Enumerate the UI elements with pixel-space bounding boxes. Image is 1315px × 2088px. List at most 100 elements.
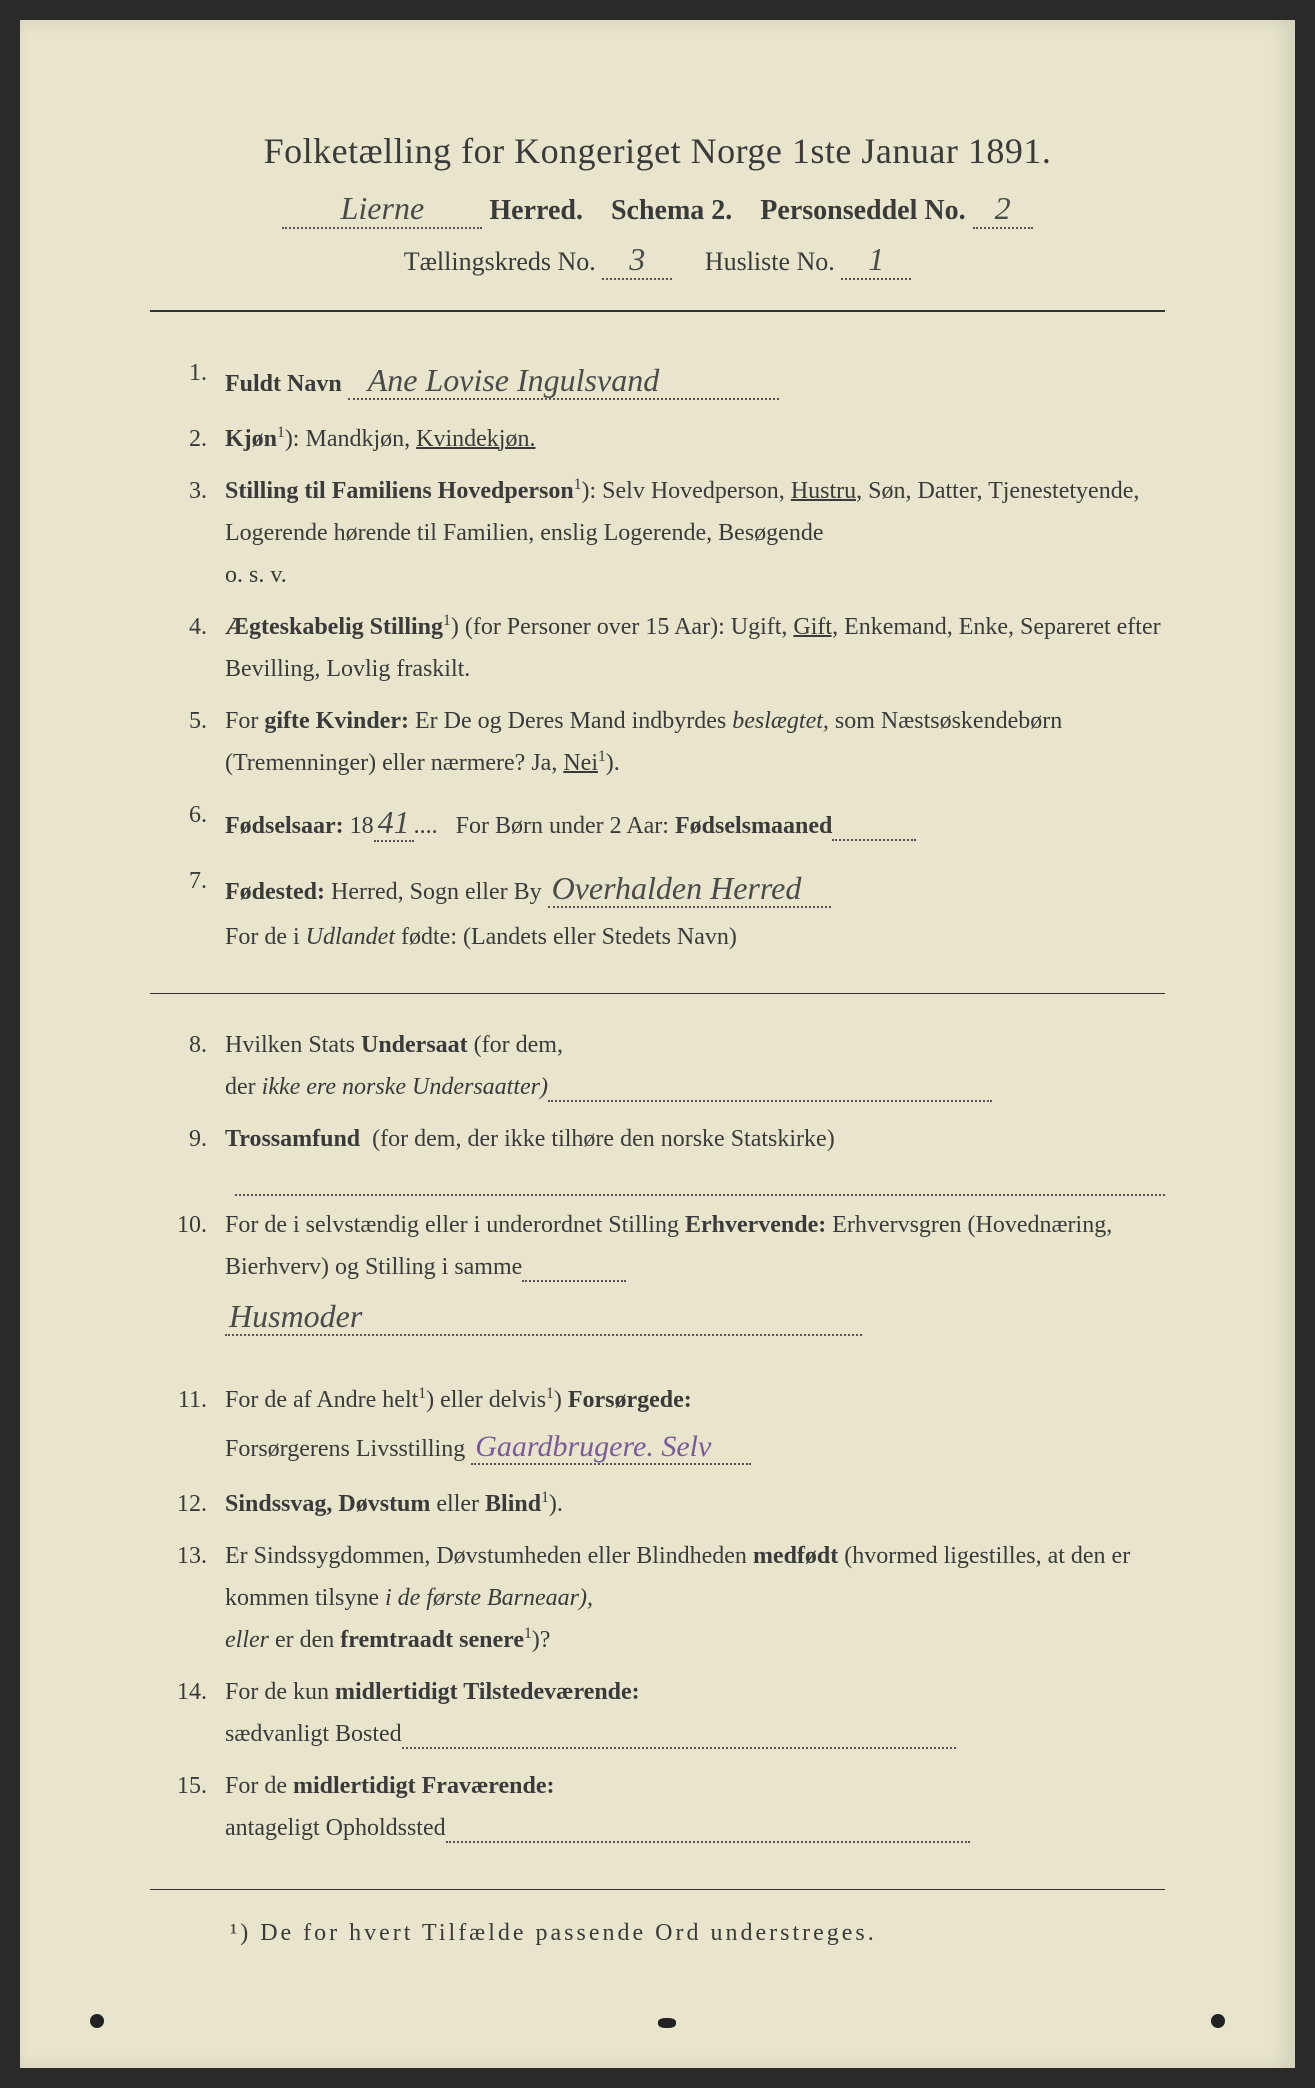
q6-value: 41 [374,804,414,842]
body-15: For de midlertidigt Fraværende: antageli… [225,1765,1165,1849]
body-4: Ægteskabelig Stilling1) (for Personer ov… [225,606,1165,690]
q13-text3: er den [275,1627,334,1653]
item-7: 7. Fødested: Herred, Sogn eller By Overh… [170,860,1165,958]
q11-label: Forsørgede: [568,1387,692,1413]
q9-text: (for dem, der ikke tilhøre den norske St… [372,1126,835,1152]
item-4: 4. Ægteskabelig Stilling1) (for Personer… [170,606,1165,690]
q6-label: Fødselsaar: [225,813,344,839]
personseddel-label: Personseddel No. [760,195,965,226]
q12-text: eller [436,1491,479,1517]
item-14: 14. For de kun midlertidigt Tilstedevære… [170,1671,1165,1755]
num-6: 6. [170,794,225,850]
q8-label: Undersaat [361,1032,468,1058]
q6-prefix: 18 [350,813,374,839]
q5-text1: Er De og Deres Mand indbyrdes [415,708,726,734]
q8-blank [548,1074,992,1102]
hole-mid [658,2018,676,2028]
q12-label2: Blind [485,1491,541,1517]
spacer-10 [150,1354,1165,1379]
divider-top [150,310,1165,312]
item-5: 5. For gifte Kvinder: Er De og Deres Man… [170,700,1165,784]
q3-text1: Selv Hovedperson, [602,478,785,504]
form-list: 1. Fuldt Navn Ane Lovise Ingulsvand 2. K… [150,352,1165,958]
divider-bottom [150,1889,1165,1890]
kreds-label: Tællingskreds No. [404,247,596,276]
num-11: 11. [170,1379,225,1474]
q8-text2: (for dem, [474,1032,563,1058]
body-7: Fødested: Herred, Sogn eller By Overhald… [225,860,1165,958]
q9-blank-line [235,1170,1165,1196]
page-title: Folketælling for Kongeriget Norge 1ste J… [150,130,1165,172]
q8-text3: der [225,1074,256,1100]
q7-text3: fødte: (Landets eller Stedets Navn) [401,924,737,950]
item-13: 13. Er Sindssygdommen, Døvstumheden elle… [170,1535,1165,1661]
q11-text1: For de af Andre helt [225,1387,418,1413]
body-10: For de i selvstændig eller i underordnet… [225,1204,1165,1344]
body-12: Sindssvag, Døvstum eller Blind1). [225,1483,1165,1525]
num-9: 9. [170,1118,225,1160]
q13-ital2: eller [225,1627,269,1653]
q3-osv: o. s. v. [225,562,287,588]
footnote-text: De for hvert Tilfælde passende Ord under… [260,1920,877,1946]
header-line-2: Lierne Herred. Schema 2. Personseddel No… [150,190,1165,229]
q7-ital: Udlandet [306,924,395,950]
q11-text2: eller delvis [440,1387,546,1413]
q7-text1: Herred, Sogn eller By [331,879,542,905]
num-1: 1. [170,352,225,408]
kreds-value: 3 [602,241,672,280]
q14-text2: sædvanligt Bosted [225,1721,402,1747]
q11-value: Gaardbrugere. Selv [471,1430,751,1465]
body-8: Hvilken Stats Undersaat (for dem, der ik… [225,1024,1165,1108]
num-7: 7. [170,860,225,958]
item-15: 15. For de midlertidigt Fraværende: anta… [170,1765,1165,1849]
q14-text1: For de kun [225,1679,329,1705]
q5-for: For [225,708,258,734]
q6-label2: Fødselsmaaned [675,813,832,839]
q6-blank [832,813,916,841]
item-1: 1. Fuldt Navn Ane Lovise Ingulsvand [170,352,1165,408]
item-6: 6. Fødselsaar: 1841.... For Børn under 2… [170,794,1165,850]
q4-label: Ægteskabelig Stilling [225,614,443,640]
q10-value: Husmoder [225,1298,862,1336]
footnote: ¹) De for hvert Tilfælde passende Ord un… [150,1920,1165,1947]
q7-label: Fødested: [225,879,325,905]
husliste-value: 1 [841,241,911,280]
q10-text1: For de i selvstændig eller i underordnet… [225,1212,679,1238]
q2-opt2: Kvindekjøn. [416,426,535,452]
form-list-3: 10. For de i selvstændig eller i underor… [150,1204,1165,1344]
q13-label1: medfødt [753,1543,838,1569]
q2-label: Kjøn [225,426,277,452]
q14-label: midlertidigt Tilstedeværende: [335,1679,640,1705]
body-2: Kjøn1): Mandkjøn, Kvindekjøn. [225,418,1165,460]
q2-opt1: Mandkjøn, [305,426,410,452]
num-12: 12. [170,1483,225,1525]
q6-text2: For Børn under 2 Aar: [456,813,669,839]
q13-text1: Er Sindssygdommen, Døvstumheden eller Bl… [225,1543,747,1569]
num-10: 10. [170,1204,225,1344]
num-3: 3. [170,470,225,596]
q15-text1: For de [225,1773,287,1799]
q3-label: Stilling til Familiens Hovedperson [225,478,574,504]
q15-text2: antageligt Opholdssted [225,1815,446,1841]
item-10: 10. For de i selvstændig eller i underor… [170,1204,1165,1344]
q15-blank [446,1815,970,1843]
num-13: 13. [170,1535,225,1661]
body-13: Er Sindssygdommen, Døvstumheden eller Bl… [225,1535,1165,1661]
num-15: 15. [170,1765,225,1849]
num-14: 14. [170,1671,225,1755]
q10-label: Erhvervende: [685,1212,826,1238]
q15-label: midlertidigt Fraværende: [293,1773,555,1799]
q8-ital: ikke ere norske Undersaatter) [262,1074,548,1100]
q13-label2: fremtraadt senere [340,1627,524,1653]
item-2: 2. Kjøn1): Mandkjøn, Kvindekjøn. [170,418,1165,460]
body-5: For gifte Kvinder: Er De og Deres Mand i… [225,700,1165,784]
q4-gift: Gift, [793,614,838,640]
herred-value: Lierne [282,190,482,229]
q5-label: gifte Kvinder: [264,708,409,734]
divider-mid [150,993,1165,994]
q12-label: Sindssvag, Døvstum [225,1491,430,1517]
num-4: 4. [170,606,225,690]
census-form-page: Folketælling for Kongeriget Norge 1ste J… [20,20,1295,2068]
q10-dots [522,1254,626,1282]
q1-value: Ane Lovise Ingulsvand [348,362,780,400]
